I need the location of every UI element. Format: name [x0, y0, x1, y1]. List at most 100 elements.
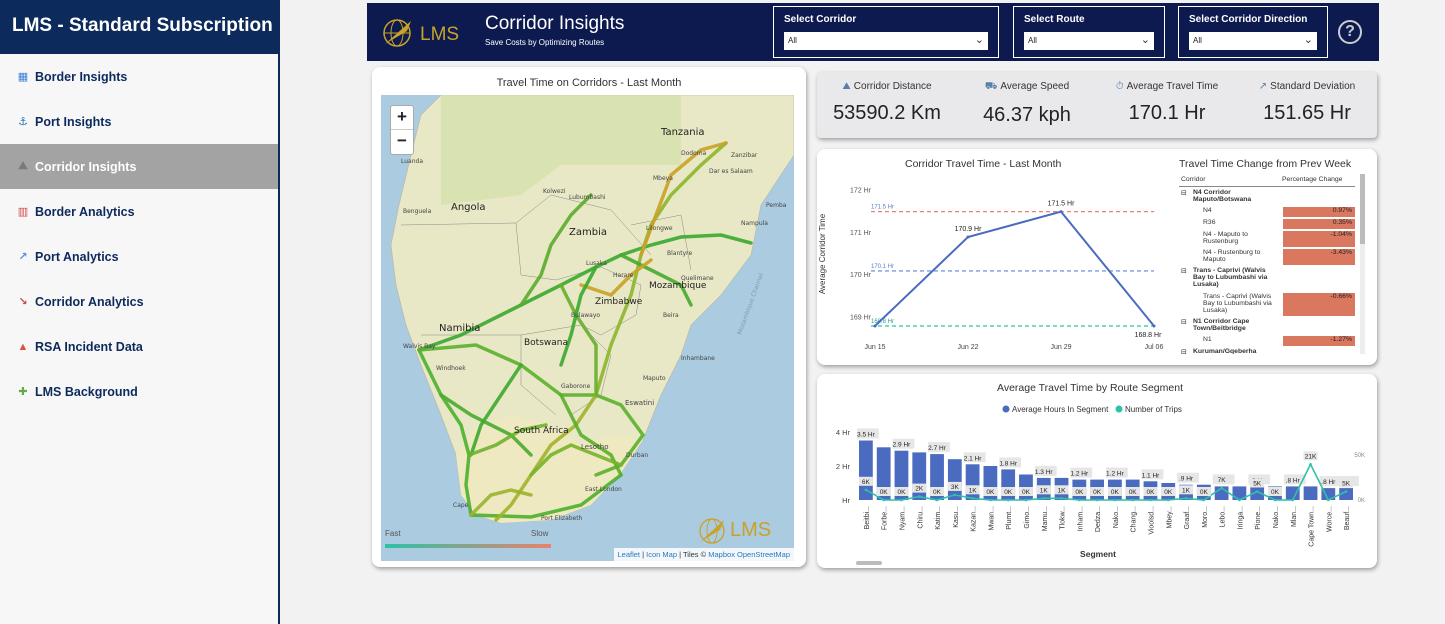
change-matrix[interactable]: Corridor Percentage Change ⊟ N4 Corridor … — [1179, 174, 1365, 354]
corridor-route[interactable] — [559, 393, 623, 477]
zoom-out-button[interactable]: − — [397, 131, 407, 150]
sidebar-item-border-insights[interactable]: ▦ Border Insights — [0, 54, 278, 99]
corridor-route[interactable] — [469, 363, 523, 457]
sidebar-item-border-analytics[interactable]: ▥ Border Analytics — [0, 189, 278, 234]
route-slicer[interactable]: Select Route All ⌄ — [1013, 6, 1165, 58]
trips-point[interactable] — [882, 498, 885, 502]
mapbox-link[interactable]: Mapbox — [708, 550, 735, 559]
collapse-icon[interactable]: ⊟ — [1181, 190, 1187, 197]
trips-line[interactable] — [865, 462, 1347, 502]
sidebar-item-rsa-incident-data[interactable]: ▲ RSA Incident Data — [0, 324, 278, 369]
trips-point[interactable] — [935, 498, 939, 502]
trips-point[interactable] — [1255, 490, 1259, 493]
trips-point[interactable] — [900, 498, 903, 502]
collapse-icon[interactable]: ⊟ — [1181, 319, 1187, 326]
map-zoom-control[interactable]: + − — [390, 105, 414, 155]
trips-point[interactable] — [989, 498, 992, 502]
corridor-dropdown[interactable]: All ⌄ — [784, 32, 988, 50]
kpi-card: ⛰ Corridor Distance 53590.2 Km ⛟ Average Spe… — [817, 72, 1377, 138]
trips-point[interactable] — [864, 488, 868, 492]
help-icon[interactable]: ? — [1338, 20, 1362, 44]
corridor-route[interactable] — [417, 233, 753, 352]
trips-point[interactable] — [1149, 498, 1152, 502]
route-dropdown[interactable]: All ⌄ — [1024, 32, 1154, 50]
trips-point[interactable] — [1202, 498, 1206, 502]
line-series[interactable] — [874, 210, 1155, 327]
bar[interactable] — [1339, 488, 1353, 500]
icon-map-link[interactable]: Icon Map — [646, 550, 678, 559]
kpi-standard-deviation: ↗ Standard Deviation 151.65 Hr — [1237, 72, 1377, 138]
trips-point[interactable] — [1006, 498, 1010, 502]
trips-point[interactable] — [1166, 498, 1170, 502]
collapse-icon[interactable]: ⊟ — [1181, 349, 1187, 354]
corridor-slicer[interactable]: Select Corridor All ⌄ — [773, 6, 999, 58]
direction-dropdown[interactable]: All ⌄ — [1189, 32, 1317, 50]
bar[interactable] — [912, 452, 927, 500]
trips-point[interactable] — [1273, 498, 1277, 502]
corridor-route[interactable] — [439, 393, 533, 457]
trips-point[interactable] — [1220, 486, 1223, 490]
trips-point[interactable] — [1042, 497, 1046, 500]
corridor-route[interactable] — [559, 283, 598, 397]
bar-label-bg — [999, 457, 1022, 468]
collapse-icon[interactable]: ⊟ — [1181, 268, 1187, 275]
trips-point[interactable] — [1327, 498, 1330, 502]
osm-link[interactable]: OpenStreetMap — [737, 550, 790, 559]
bar[interactable] — [1250, 486, 1265, 500]
trips-point[interactable] — [1095, 498, 1099, 502]
bar[interactable] — [1321, 488, 1336, 500]
trips-point[interactable] — [1291, 498, 1295, 502]
sidebar-item-port-analytics[interactable]: ↗ Port Analytics — [0, 234, 278, 279]
trips-point[interactable] — [1131, 498, 1134, 502]
sidebar-item-port-insights[interactable]: ⚓ Port Insights — [0, 99, 278, 144]
line-point[interactable] — [873, 324, 877, 328]
map-canvas[interactable]: Tanzania Angola Zambia Zimbabwe Mozambique Na… — [381, 95, 794, 561]
bar-chart-scrollbar[interactable] — [856, 561, 882, 565]
corridor-route[interactable] — [519, 193, 593, 307]
trips-point[interactable] — [1060, 497, 1063, 500]
bar[interactable] — [876, 447, 891, 500]
leaflet-link[interactable]: Leaflet — [617, 550, 641, 559]
trips-point[interactable] — [917, 495, 921, 498]
corridor-route[interactable] — [639, 141, 728, 257]
sidebar-item-corridor-analytics[interactable]: ↘ Corridor Analytics — [0, 279, 278, 324]
trips-point[interactable] — [971, 497, 974, 500]
matrix-scrollbar[interactable] — [1360, 174, 1365, 354]
bar[interactable] — [965, 464, 980, 500]
trips-point[interactable] — [1113, 498, 1117, 502]
line-chart[interactable]: 169 Hr 170 Hr 171 Hr 172 Hr 171.5 Hr 170.1 Hr… — [817, 149, 1167, 359]
bar[interactable] — [1285, 486, 1300, 500]
sidebar-item-corridor-insights[interactable]: ⛰ Corridor Insights — [0, 144, 278, 189]
corridor-route[interactable] — [579, 258, 653, 298]
corridor-route[interactable] — [469, 488, 533, 517]
direction-slicer[interactable]: Select Corridor Direction All ⌄ — [1178, 6, 1328, 58]
corridor-route[interactable] — [417, 348, 623, 519]
corridor-route[interactable] — [529, 443, 623, 477]
line-point[interactable] — [966, 235, 970, 239]
trips-point[interactable] — [953, 493, 957, 497]
corridor-route[interactable] — [559, 265, 598, 367]
corridor-route[interactable] — [467, 423, 548, 457]
sidebar-item-lms-background[interactable]: ✚ LMS Background — [0, 369, 278, 414]
trips-point[interactable] — [1238, 498, 1241, 502]
matrix-col-change[interactable]: Percentage Change — [1282, 176, 1343, 183]
matrix-title: Travel Time Change from Prev Week — [1179, 158, 1352, 170]
corridor-map[interactable]: Tanzania Angola Zambia Zimbabwe Mozambique Na… — [381, 95, 794, 561]
trips-point[interactable] — [1078, 498, 1081, 502]
trips-point[interactable] — [1344, 490, 1348, 493]
bar-label-bg — [1070, 467, 1093, 478]
chevron-down-icon: ⌄ — [1140, 34, 1150, 46]
bar-chart[interactable]: Average Hours In Segment Number of Trips H… — [817, 374, 1377, 568]
trips-point[interactable] — [1184, 497, 1188, 500]
x-tick-label: Mbey... — [1166, 506, 1173, 528]
bar[interactable] — [1303, 486, 1318, 500]
bar[interactable] — [1232, 486, 1247, 500]
map-label: Botswana — [524, 338, 568, 348]
corridor-route[interactable] — [619, 253, 693, 307]
line-point[interactable] — [1059, 210, 1063, 214]
corridor-route[interactable] — [494, 393, 598, 522]
line-point[interactable] — [1152, 324, 1156, 328]
zoom-in-button[interactable]: + — [391, 106, 413, 130]
trips-point[interactable] — [1309, 463, 1312, 466]
trips-point[interactable] — [1024, 498, 1028, 502]
